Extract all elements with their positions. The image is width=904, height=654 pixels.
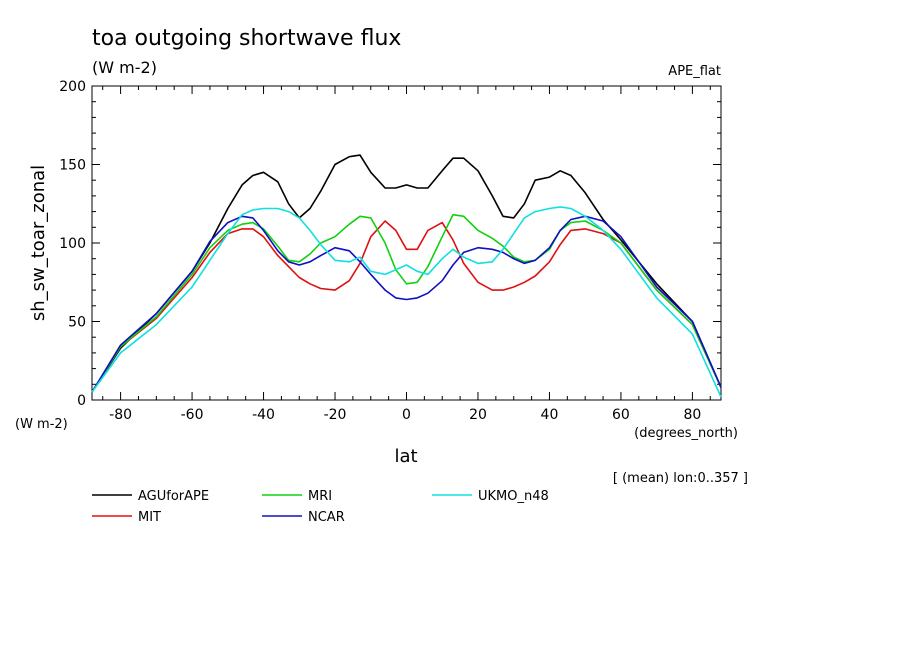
x-tick-label: 60 [612, 407, 630, 423]
legend-label: MIT [138, 510, 161, 525]
legend-label: MRI [308, 489, 332, 504]
x-axis: -80 -60 -40 -20 0 20 40 60 80 [109, 86, 701, 423]
x-tick-label: -40 [252, 407, 275, 423]
y-tick-label: 100 [59, 236, 86, 252]
x-tick-label: -20 [324, 407, 347, 423]
y-tick-label: 0 [77, 393, 86, 409]
series-lines [91, 154, 722, 398]
chart-title: toa outgoing shortwave flux [92, 26, 401, 51]
legend-label: UKMO_n48 [478, 489, 549, 504]
legend: AGUforAPE MIT MRI NCAR UKMO_n48 [92, 489, 549, 525]
x-tick-label: 0 [402, 407, 411, 423]
series-line-ukmo-n48 [91, 206, 722, 398]
series-line-mri [91, 213, 722, 393]
y-tick-label: 50 [68, 315, 86, 331]
x-axis-units: (degrees_north) [634, 426, 738, 441]
y-tick-label: 150 [59, 158, 86, 174]
legend-label: NCAR [308, 510, 345, 525]
plot-frame [91, 85, 722, 401]
y-axis-label: sh_sw_toar_zonal [28, 165, 49, 321]
x-tick-label: 40 [541, 407, 559, 423]
series-line-mit [91, 220, 722, 393]
chart-units: (W m-2) [92, 58, 157, 77]
series-line-ncar [91, 215, 722, 393]
series-line-aguforape [91, 154, 722, 393]
y-tick-label: 200 [59, 79, 86, 95]
minor-ticks [92, 86, 721, 400]
legend-label: AGUforAPE [138, 489, 209, 504]
x-tick-label: 20 [469, 407, 487, 423]
x-tick-label: -60 [181, 407, 204, 423]
y-axis-units: (W m-2) [15, 417, 68, 432]
x-tick-label: -80 [109, 407, 132, 423]
x-axis-label: lat [394, 446, 417, 467]
x-tick-label: 80 [683, 407, 701, 423]
y-axis: 0 50 100 150 200 [59, 79, 721, 409]
averaging-note: [ (mean) lon:0..357 ] [613, 471, 748, 486]
experiment-label: APE_flat [668, 64, 721, 79]
